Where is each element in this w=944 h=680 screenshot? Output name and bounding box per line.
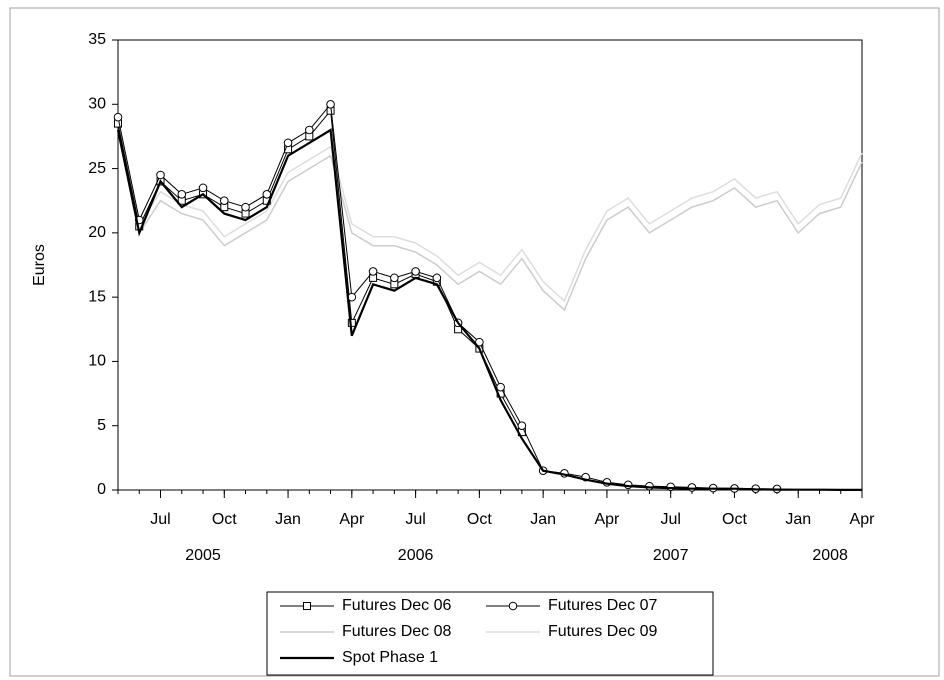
legend-label: Spot Phase 1 xyxy=(342,649,438,666)
x-tick-label: Jan xyxy=(530,511,556,528)
marker-circle xyxy=(432,273,442,283)
year-label: 2005 xyxy=(185,547,221,564)
x-tick-label: Jul xyxy=(150,511,170,528)
series-line xyxy=(116,128,862,491)
year-label: 2008 xyxy=(812,547,848,564)
legend-label: Futures Dec 07 xyxy=(548,597,657,614)
year-label: 2006 xyxy=(398,547,434,564)
x-tick-label: Apr xyxy=(850,511,876,528)
x-tick-label: Oct xyxy=(722,511,747,528)
marker-circle xyxy=(283,138,293,148)
y-tick-label: 10 xyxy=(88,353,106,370)
x-tick-label: Jul xyxy=(660,511,680,528)
marker-circle xyxy=(198,183,208,193)
marker-circle xyxy=(496,382,505,392)
marker-circle xyxy=(262,189,272,199)
marker-circle xyxy=(687,483,697,492)
series-line xyxy=(117,129,863,312)
marker-circle xyxy=(475,337,484,347)
x-tick-label: Jan xyxy=(785,511,811,528)
legend-label: Futures Dec 06 xyxy=(342,597,451,614)
marker-circle xyxy=(177,189,187,199)
marker-circle xyxy=(666,482,675,492)
marker-circle xyxy=(390,273,399,283)
y-tick-label: 30 xyxy=(88,96,106,113)
marker-circle xyxy=(156,170,165,180)
year-label: 2007 xyxy=(653,547,689,564)
x-tick-label: Oct xyxy=(212,511,237,528)
y-tick-label: 5 xyxy=(97,417,106,434)
x-tick-label: Jan xyxy=(275,511,301,528)
x-tick-label: Apr xyxy=(339,511,365,528)
marker-circle xyxy=(241,202,250,212)
x-tick-label: Jul xyxy=(405,511,425,528)
marker-circle xyxy=(517,421,527,431)
marker-circle xyxy=(305,125,314,135)
marker-circle xyxy=(326,99,335,109)
x-tick-label: Oct xyxy=(467,511,492,528)
y-tick-label: 35 xyxy=(88,31,106,48)
marker-circle xyxy=(113,112,123,122)
legend-label: Futures Dec 09 xyxy=(548,623,657,640)
marker-circle xyxy=(508,601,518,611)
series-line xyxy=(117,120,863,303)
marker-circle xyxy=(411,267,420,276)
plot-area xyxy=(117,39,863,491)
y-tick-label: 25 xyxy=(88,160,106,177)
x-tick-label: Apr xyxy=(594,511,620,528)
marker-circle xyxy=(368,267,378,276)
y-tick-label: 0 xyxy=(97,481,106,498)
y-axis-label: Euros xyxy=(31,244,48,286)
marker-square xyxy=(303,602,311,610)
y-tick-label: 15 xyxy=(88,288,106,305)
legend-label: Futures Dec 08 xyxy=(342,623,451,640)
y-tick-label: 20 xyxy=(88,224,106,241)
marker-circle xyxy=(219,196,229,206)
